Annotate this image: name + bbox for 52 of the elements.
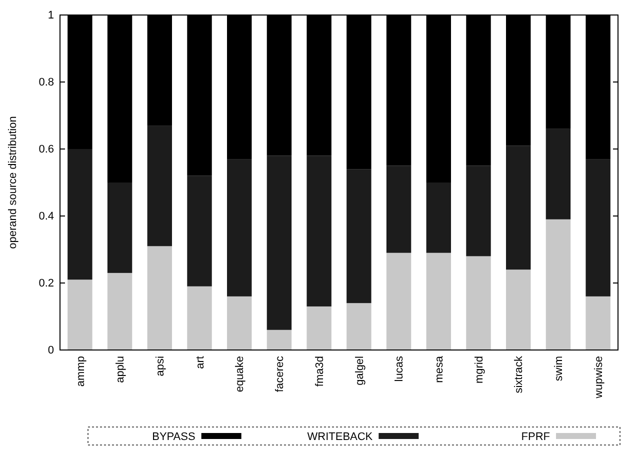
bar (107, 272, 132, 350)
y-tick-label: 0.2 (38, 278, 54, 290)
bar (147, 126, 172, 246)
bar (466, 256, 491, 350)
bar (586, 159, 610, 296)
x-tick-label: lucas (394, 356, 406, 382)
bar (466, 166, 491, 256)
bar (426, 182, 451, 253)
legend-label: FPRF (521, 430, 550, 443)
bar (386, 252, 412, 350)
bar (147, 246, 172, 350)
bar (266, 330, 292, 350)
x-tick-label: applu (114, 356, 127, 383)
bar (227, 296, 252, 350)
y-axis-title: operand source distribution (7, 116, 19, 249)
x-tick-label: sixtrack (513, 356, 526, 394)
x-tick-label: mesa (433, 355, 446, 383)
bar (546, 219, 571, 350)
x-tick-label: swim (553, 356, 566, 382)
bar (68, 280, 92, 350)
y-tick-label: 0 (48, 344, 54, 357)
y-tick-label: 0.4 (38, 210, 54, 223)
bar (227, 159, 252, 296)
bar (306, 306, 332, 350)
x-tick-label: art (194, 356, 206, 369)
x-tick-label: apsi (154, 356, 166, 376)
bar (187, 176, 212, 286)
bar (306, 156, 332, 306)
x-tick-label: wupwise (592, 356, 605, 400)
bar (506, 270, 531, 350)
bar (386, 166, 412, 253)
x-tick-label: mgrid (473, 356, 486, 384)
y-tick-label: 1 (48, 10, 54, 22)
x-tick-label: facerec (274, 356, 286, 392)
x-tick-label: galgel (354, 356, 366, 386)
legend-label: WRITEBACK (307, 430, 374, 443)
x-tick-label: equake (234, 356, 246, 392)
bar (68, 149, 92, 280)
bar (546, 128, 571, 220)
bar (586, 296, 610, 350)
bar (346, 303, 372, 350)
bar (506, 146, 531, 270)
bar (346, 169, 372, 304)
y-tick-label: 0.6 (38, 144, 54, 156)
bar (187, 286, 212, 350)
x-tick-label: fma3d (314, 356, 326, 387)
legend-label: BYPASS (152, 430, 196, 443)
bar (426, 252, 451, 350)
x-tick-label: ammp (74, 356, 87, 387)
y-tick-label: 0.8 (38, 76, 54, 89)
bar (266, 156, 292, 330)
bar (107, 182, 132, 273)
